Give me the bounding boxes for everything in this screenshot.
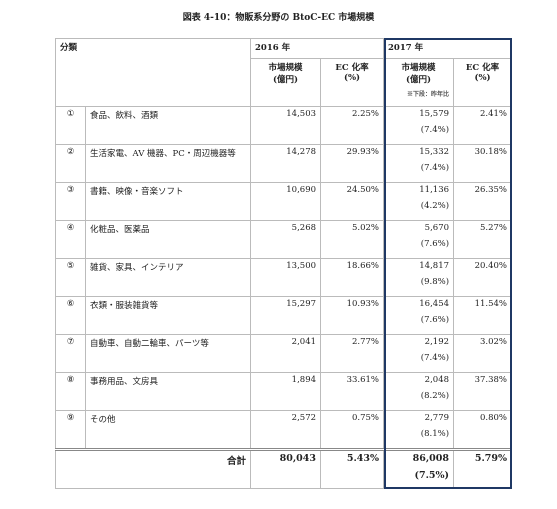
ec-2016: 29.93% [320,144,385,183]
header-size: 市場規模 (億円) [250,58,322,107]
size: 2,779 [424,413,450,423]
row: ⑦ 自動車、自動二輪車、パーツ等 2,041 2.77% 2,192 (7.4%) 3.02… [55,334,513,373]
total-label: 合計 [54,448,252,489]
size-2017: 2,192 (7.4%) [383,334,455,373]
title: 図表 4-10：物販系分野の BtoC-EC 市場規模 [182,13,375,23]
yoy: (9.8%) [420,277,450,287]
label: EC 化率 [335,63,369,73]
size: 15,332 [419,147,450,157]
yoy: (7.4%) [420,163,450,173]
ec-2016: 0.75% [320,410,385,450]
unit: (億円) [405,75,432,85]
label: 市場規模 [401,63,436,73]
header-ec: EC 化率 (%) [320,58,385,107]
size-2016: 14,278 [250,144,322,183]
size-2017: 16,454 (7.6%) [383,296,455,335]
ec-2016: 24.50% [320,182,385,221]
size: 2,048 [424,375,450,385]
row-number: ④ [55,220,86,259]
size: 2,192 [424,337,450,347]
size: 15,579 [419,109,450,119]
row-number: ③ [55,182,86,221]
ec-2016: 18.66% [320,258,385,297]
row-number: ⑨ [55,410,86,450]
ec-2016: 5.02% [320,220,385,259]
ec-2016: 33.61% [320,372,385,411]
label: EC 化率 [465,63,500,73]
row-number: ⑤ [55,258,86,297]
unit: (%) [343,73,361,83]
yoy: (7.6%) [420,315,450,325]
ec-2016: 5.43% [320,448,385,489]
yoy: (7.4%) [420,125,450,135]
size: 11,136 [419,185,450,195]
header-2016: 2016 年 [250,38,385,59]
row-number: ⑥ [55,296,86,335]
unit: (%) [474,73,491,83]
size-2017: 86,008 (7.5%) [383,448,455,489]
size-2016: 80,043 [250,448,322,489]
size-2016: 15,297 [250,296,322,335]
row: 合計 80,043 5.43% 86,008 (7.5%) 5.79% [54,448,513,489]
row-name: 事務用品、文房具 [84,372,252,411]
size-2016: 5,268 [250,220,322,259]
row-name: その他 [84,410,252,450]
row-number: ① [55,106,86,145]
row-number: ⑦ [55,334,86,373]
ec-2016: 2.25% [320,106,385,145]
ec-2016: 2.77% [320,334,385,373]
row: ⑨ その他 2,572 0.75% 2,779 (8.1%) 0.80% [55,410,513,450]
yoy: (7.4%) [420,353,450,363]
row: ④ 化粧品、医薬品 5,268 5.02% 5,670 (7.6%) 5.27% [55,220,513,259]
row-name: 自動車、自動二輪車、パーツ等 [84,334,252,373]
row-number: ② [55,144,86,183]
ec-2017: 0.80% [453,410,513,450]
note: ※下段：昨年比 [407,91,450,98]
size-2016: 10,690 [250,182,322,221]
yoy: (7.5%) [414,470,450,481]
ec-2017: 26.35% [453,182,513,221]
row-number: ⑧ [55,372,86,411]
size-2016: 2,572 [250,410,322,450]
yoy: (7.6%) [420,239,450,249]
size: 5,670 [424,223,450,233]
row: ⑤ 雑貨、家具、インテリア 13,500 18.66% 14,817 (9.8%) 20.4… [55,258,513,297]
size-2016: 14,503 [250,106,322,145]
yoy: (4.2%) [420,201,450,211]
label: 市場規模 [268,63,303,73]
row-name: 食品、飲料、酒類 [84,106,252,145]
yoy: (8.2%) [420,391,450,401]
highlight-2017 [383,38,513,489]
size: 16,454 [419,299,450,309]
yoy: (8.1%) [420,429,450,439]
size: 14,817 [419,261,450,271]
row-name: 書籍、映像・音楽ソフト [84,182,252,221]
size: 86,008 [412,453,450,464]
size-2017: 5,670 (7.6%) [383,220,455,259]
size-2017: 2,048 (8.2%) [383,372,455,411]
row-name: 雑貨、家具、インテリア [84,258,252,297]
row: ⑧ 事務用品、文房具 1,894 33.61% 2,048 (8.2%) 37.38% [55,372,513,411]
table: 分類 2016 年 2017 年 市場規模 (億円) EC 化率 (%) 市場規模(… [54,38,513,489]
size-2016: 2,041 [250,334,322,373]
row: ① 食品、飲料、酒類 14,503 2.25% 15,579 (7.4%) 2.41% [55,106,513,145]
size-2017: 15,332 (7.4%) [383,144,455,183]
unit: (億円) [272,75,299,85]
header-ec: EC 化率 (%) [453,58,513,107]
header-category: 分類 [54,38,252,107]
size-2016: 13,500 [250,258,322,297]
ec-2016: 10.93% [320,296,385,335]
size-2017: 15,579 (7.4%) [383,106,455,145]
row-name: 生活家電、AV 機器、PC・周辺機器等 [84,144,252,183]
size-2016: 1,894 [250,372,322,411]
size-2017: 11,136 (4.2%) [383,182,455,221]
ec-2017: 37.38% [453,372,513,411]
row-name: 衣類・服装雑貨等 [84,296,252,335]
ec-2017: 5.79% [453,448,513,489]
row-name: 化粧品、医薬品 [84,220,252,259]
